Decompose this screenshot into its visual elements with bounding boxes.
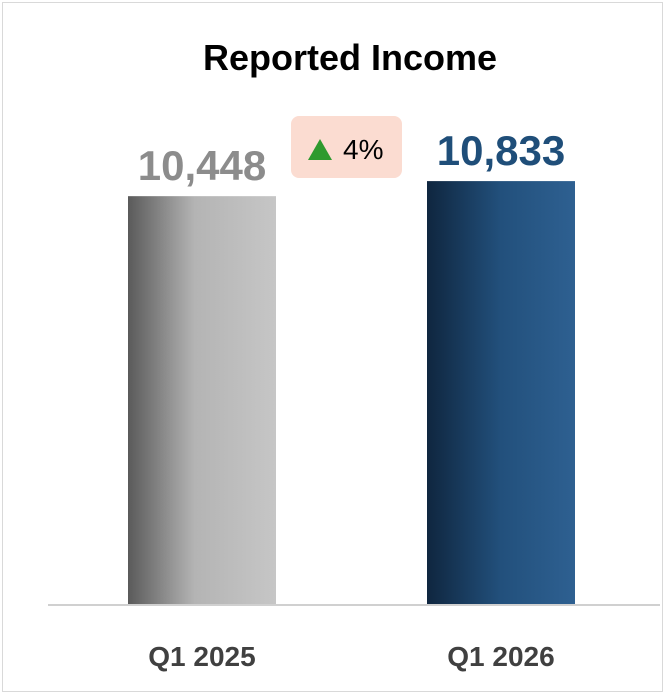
change-badge-background	[291, 116, 402, 178]
change-badge: 4%	[291, 116, 402, 178]
bar-q1-2025	[128, 196, 276, 605]
category-label-q1-2025: Q1 2025	[148, 641, 255, 672]
category-label-q1-2026: Q1 2026	[447, 641, 554, 672]
chart-title: Reported Income	[203, 37, 497, 78]
change-badge-text: 4%	[343, 134, 383, 165]
value-label-q1-2025: 10,448	[138, 142, 266, 189]
up-triangle-icon	[308, 139, 332, 160]
value-label-q1-2026: 10,833	[437, 127, 565, 174]
bar-q1-2026	[427, 181, 575, 605]
